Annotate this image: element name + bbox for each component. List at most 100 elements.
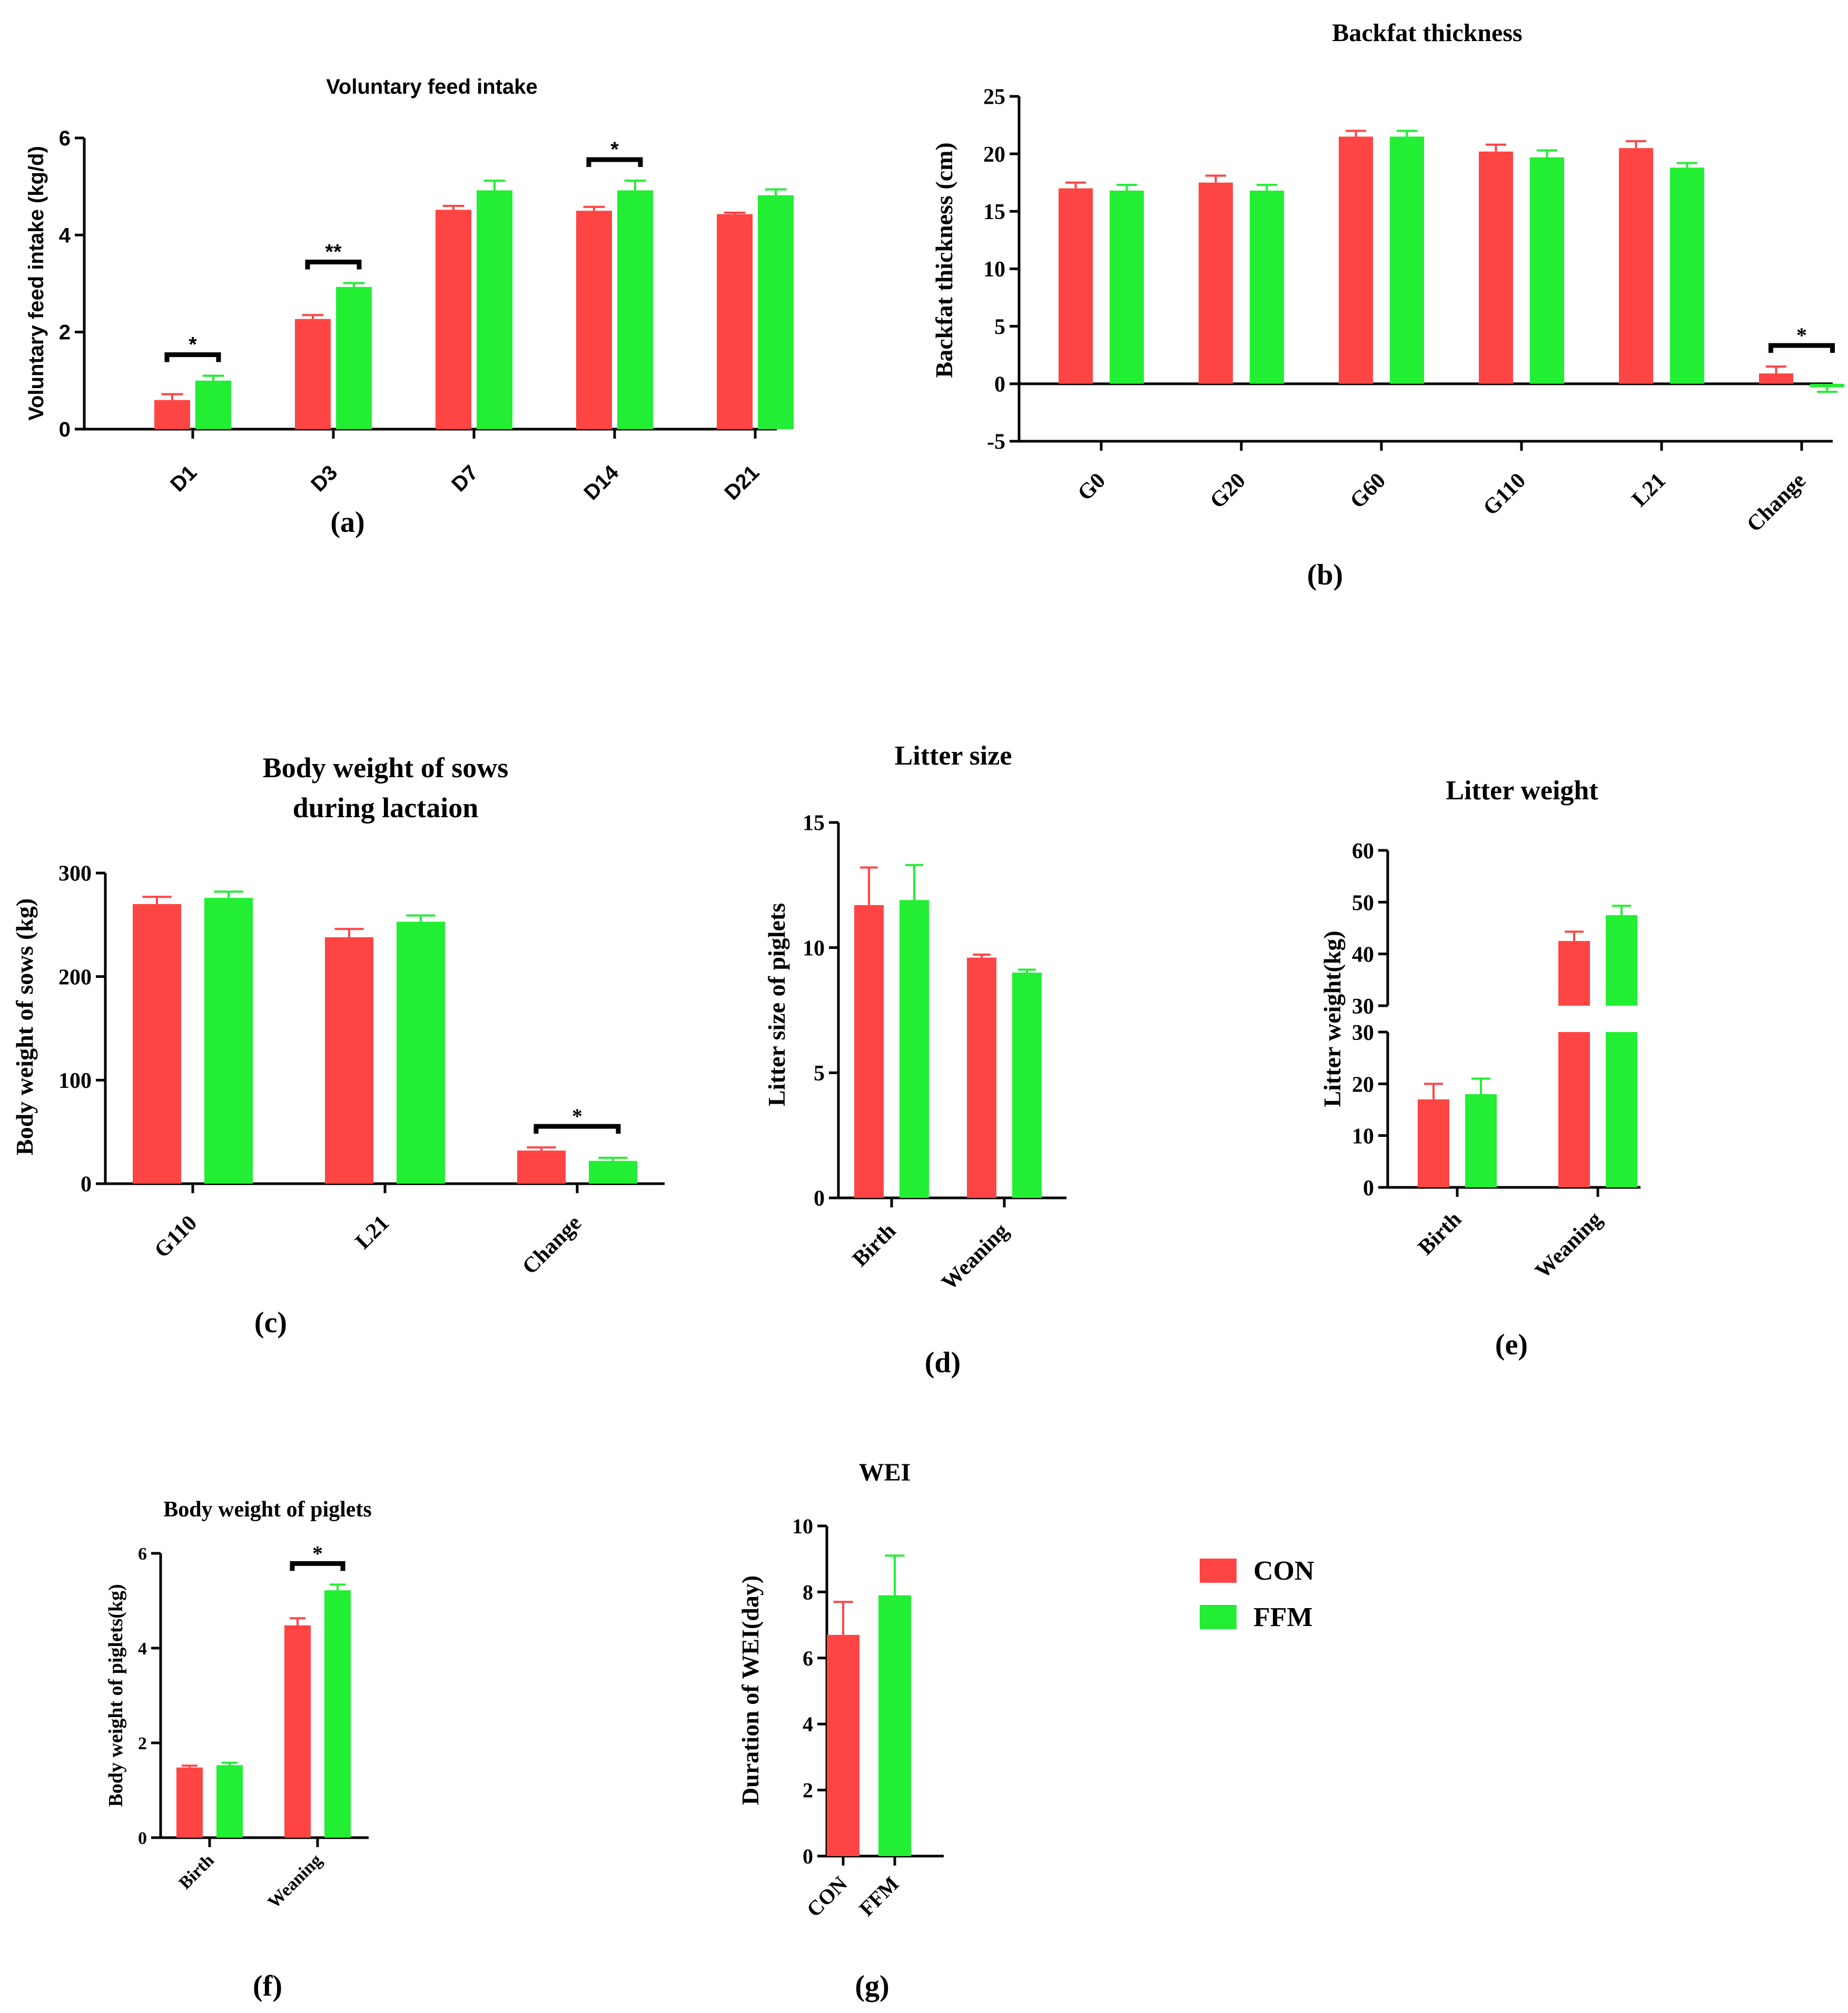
- legend: CON FFM: [1200, 1556, 1315, 1632]
- y-tick-label: 100: [58, 1069, 92, 1093]
- bar-ffm: [1670, 167, 1704, 384]
- legend-swatch-con: [1200, 1559, 1237, 1583]
- bar-con: [576, 211, 612, 429]
- x-tick-label: D14: [579, 461, 624, 505]
- x-tick-label: G110: [1479, 469, 1531, 521]
- significance-marker: **: [325, 241, 342, 264]
- bar-con: [1759, 373, 1793, 384]
- chart-panel-b: Backfat thickness Backfat thickness (cm) -…: [931, 19, 1844, 591]
- y-tick-label: 6: [59, 127, 71, 150]
- chart-title: Backfat thickness: [1332, 19, 1522, 47]
- chart-panel-f: Body weight of piglets Body weight of pig…: [105, 1498, 372, 2002]
- legend-label: FFM: [1253, 1602, 1313, 1632]
- y-axis-label: Duration of WEI(day): [737, 1575, 764, 1805]
- y-axis-label: Litter size of piglets: [763, 903, 790, 1106]
- chart-title: Litter weight: [1446, 776, 1598, 806]
- significance-bracket: [305, 260, 362, 270]
- y-tick-label: 0: [81, 1173, 92, 1197]
- significance-bracket: [533, 1124, 621, 1134]
- y-tick-label: 15: [983, 200, 1005, 224]
- significance-bracket: [586, 157, 643, 167]
- y-axis-label: Body weight of sows (kg): [11, 898, 38, 1155]
- legend-swatch-ffm: [1200, 1605, 1237, 1629]
- y-axis-label: Body weight of piglets(kg): [105, 1584, 127, 1807]
- x-tick-label: Weaning: [1530, 1207, 1607, 1284]
- chart-title: Body weight of piglets: [163, 1498, 372, 1522]
- bar-ffm: [1110, 191, 1144, 384]
- panel-label: (g): [855, 1970, 889, 2002]
- x-tick-label: G0: [1073, 469, 1110, 505]
- y-tick-label: 6: [138, 1544, 147, 1564]
- chart-panel-a: Voluntary feed intake Voluntary feed inta…: [25, 75, 794, 539]
- y-tick-label: 2: [59, 321, 71, 344]
- panel-label: (d): [925, 1346, 961, 1379]
- y-tick-label: 0: [803, 1845, 813, 1868]
- bar-con: [176, 1767, 203, 1838]
- panel-label: (e): [1495, 1328, 1528, 1361]
- y-tick-label: 10: [983, 257, 1005, 282]
- bar-ffm: [195, 380, 231, 429]
- x-tick-label: G20: [1205, 469, 1250, 513]
- y-tick-label: 6: [803, 1647, 813, 1670]
- panel-label: (f): [253, 1970, 282, 2002]
- bar-ffm: [324, 1590, 351, 1838]
- significance-bracket: [290, 1561, 345, 1571]
- bar-con: [154, 400, 190, 429]
- bar-ffm: [336, 286, 372, 429]
- y-tick-label: 10: [792, 1514, 813, 1538]
- x-tick-label: Birth: [1414, 1207, 1466, 1260]
- y-tick-label: 4: [803, 1712, 813, 1736]
- y-tick-label: 5: [814, 1062, 825, 1086]
- y-tick-label: 200: [58, 965, 92, 989]
- bar-con: [1479, 151, 1513, 384]
- bar-ffm: [589, 1161, 637, 1184]
- y-tick-label: 25: [983, 85, 1005, 110]
- bar-con: [133, 904, 181, 1184]
- bar-con: [295, 319, 331, 429]
- x-tick-label: L21: [1627, 469, 1671, 512]
- chart-panel-g: WEI Duration of WEI(day) 0 2 4 6 8 10 CON FFM (g): [737, 1459, 944, 2002]
- y-tick-label: 0: [138, 1829, 147, 1848]
- significance-marker: *: [1796, 323, 1807, 347]
- x-tick-label: D7: [447, 461, 482, 496]
- significance-marker: *: [189, 333, 197, 356]
- x-tick-label: G60: [1346, 469, 1390, 513]
- bar-ffm: [900, 900, 929, 1198]
- x-tick-label: Weaning: [937, 1219, 1013, 1295]
- chart-title: Body weight of sows: [263, 752, 509, 784]
- y-tick-label: 50: [1352, 891, 1374, 915]
- bar-ffm: [617, 190, 653, 429]
- bar-ffm: [1810, 383, 1844, 388]
- y-tick-label: 0: [994, 373, 1005, 397]
- bar-con: [967, 957, 996, 1198]
- chart-title: Litter size: [895, 741, 1012, 771]
- y-tick-label: 8: [803, 1580, 813, 1604]
- significance-marker: *: [312, 1541, 323, 1565]
- x-tick-label: L21: [351, 1211, 394, 1254]
- bar-ffm: [1250, 191, 1284, 384]
- bar-con: [436, 210, 471, 429]
- y-tick-label: 5: [994, 315, 1005, 339]
- y-tick-label: 20: [1352, 1073, 1374, 1097]
- y-tick-label: 0: [1363, 1176, 1374, 1201]
- panel-label: (b): [1307, 559, 1343, 591]
- bar-ffm: [1012, 973, 1042, 1198]
- y-axis-label: Voluntary feed intake (kg/d): [25, 146, 48, 421]
- y-tick-label: 0: [814, 1187, 825, 1211]
- y-tick-label: 10: [803, 936, 825, 960]
- significance-bracket: [164, 352, 221, 362]
- x-tick-label: Change: [518, 1211, 586, 1280]
- bar-ffm: [216, 1765, 243, 1838]
- chart-panel-c: Body weight of sows during lactaion Body w…: [11, 752, 665, 1339]
- bar-con: [325, 937, 373, 1184]
- bar-ffm-lower: [1606, 1032, 1637, 1187]
- significance-marker: *: [610, 138, 619, 161]
- bar-ffm: [204, 898, 253, 1184]
- y-tick-label: 0: [59, 418, 71, 441]
- x-tick-label: D1: [166, 461, 201, 496]
- panel-label: (a): [330, 506, 364, 539]
- bar-con-lower: [1558, 1032, 1590, 1187]
- bar-ffm: [1390, 136, 1424, 384]
- bar-duration: [827, 1634, 859, 1856]
